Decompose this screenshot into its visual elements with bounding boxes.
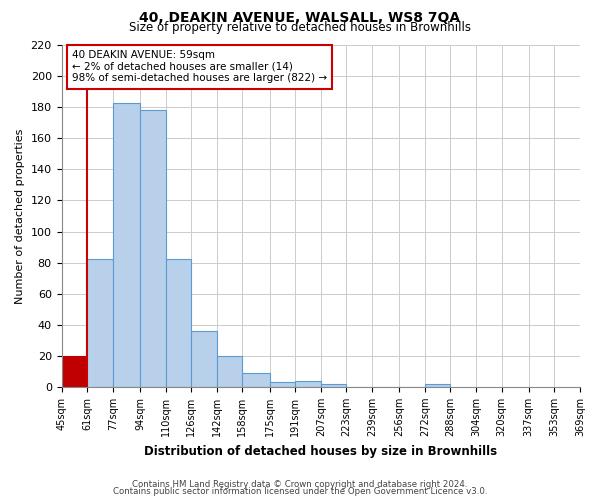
Bar (321, 384, 346, 387)
Text: 40 DEAKIN AVENUE: 59sqm
← 2% of detached houses are smaller (14)
98% of semi-det: 40 DEAKIN AVENUE: 59sqm ← 2% of detached… (72, 50, 327, 84)
Text: Size of property relative to detached houses in Brownhills: Size of property relative to detached ho… (129, 21, 471, 34)
Y-axis label: Number of detached properties: Number of detached properties (15, 128, 25, 304)
Bar (140, 110, 166, 387)
X-axis label: Distribution of detached houses by size in Brownhills: Distribution of detached houses by size … (144, 444, 497, 458)
Bar (295, 380, 321, 387)
Bar (191, 331, 217, 387)
Bar (425, 384, 451, 387)
Bar (62, 356, 87, 387)
Text: Contains public sector information licensed under the Open Government Licence v3: Contains public sector information licen… (113, 487, 487, 496)
Text: 40, DEAKIN AVENUE, WALSALL, WS8 7QA: 40, DEAKIN AVENUE, WALSALL, WS8 7QA (139, 12, 461, 26)
Bar (87, 260, 113, 387)
Text: Contains HM Land Registry data © Crown copyright and database right 2024.: Contains HM Land Registry data © Crown c… (132, 480, 468, 489)
Bar (166, 260, 191, 387)
Bar (113, 102, 140, 387)
Bar (269, 382, 295, 387)
Bar (242, 373, 269, 387)
Bar (217, 356, 242, 387)
